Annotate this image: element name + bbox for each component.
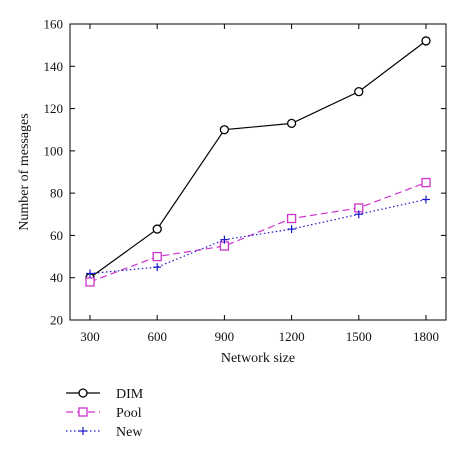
legend: DIM Pool New bbox=[66, 387, 144, 440]
data-point-new bbox=[422, 195, 430, 204]
x-tick-label: 600 bbox=[147, 329, 167, 344]
data-point-pool bbox=[152, 251, 162, 262]
data-point-pool bbox=[286, 213, 297, 224]
y-tick-label: 20 bbox=[50, 313, 63, 328]
y-tick-label: 140 bbox=[44, 59, 64, 74]
data-point-pool bbox=[421, 177, 431, 188]
y-axis-ticks: 20 40 60 80 100 120 140 160 bbox=[44, 17, 446, 328]
y-tick-label: 100 bbox=[44, 143, 64, 158]
y-tick-label: 80 bbox=[50, 186, 63, 201]
data-point-new bbox=[354, 210, 363, 219]
y-tick-label: 40 bbox=[50, 270, 63, 285]
legend-marker-dim bbox=[78, 388, 88, 398]
y-tick-label: 160 bbox=[44, 17, 64, 32]
series-pool bbox=[85, 177, 431, 287]
y-tick-label: 120 bbox=[44, 101, 64, 116]
x-tick-label: 1500 bbox=[346, 329, 372, 344]
series-new bbox=[86, 195, 430, 278]
data-point-dim bbox=[219, 125, 230, 135]
data-point-pool bbox=[85, 277, 95, 287]
x-tick-label: 900 bbox=[215, 329, 235, 344]
series-dim bbox=[85, 36, 431, 283]
x-tick-label: 1800 bbox=[413, 329, 439, 344]
x-axis-title: Network size bbox=[221, 351, 295, 366]
series-line-new bbox=[89, 198, 427, 275]
data-point-dim bbox=[354, 87, 364, 97]
data-point-new bbox=[153, 263, 162, 272]
legend-marker-pool bbox=[78, 407, 88, 417]
series-layer bbox=[85, 36, 431, 287]
legend-label-pool: Pool bbox=[116, 406, 142, 421]
data-point-dim bbox=[286, 118, 297, 129]
legend-marker-new bbox=[79, 427, 87, 435]
series-line-dim bbox=[89, 40, 427, 279]
x-tick-label: 300 bbox=[80, 329, 100, 344]
plot-frame bbox=[69, 23, 447, 321]
series-line-pool bbox=[89, 182, 427, 283]
legend-item-dim: DIM bbox=[66, 387, 144, 402]
x-axis-ticks: 300 600 900 1200 1500 1800 bbox=[80, 24, 439, 344]
legend-item-new: New bbox=[66, 425, 143, 440]
data-point-dim bbox=[421, 36, 431, 46]
data-point-new bbox=[287, 225, 296, 234]
legend-label-dim: DIM bbox=[116, 387, 144, 402]
legend-item-pool: Pool bbox=[66, 406, 142, 421]
y-tick-label: 60 bbox=[50, 228, 63, 243]
data-point-dim bbox=[152, 224, 162, 234]
data-point-new bbox=[220, 235, 229, 244]
y-axis-title: Number of messages bbox=[17, 113, 32, 230]
legend-label-new: New bbox=[116, 425, 143, 440]
data-point-new bbox=[86, 269, 94, 278]
x-tick-label: 1200 bbox=[279, 329, 305, 344]
